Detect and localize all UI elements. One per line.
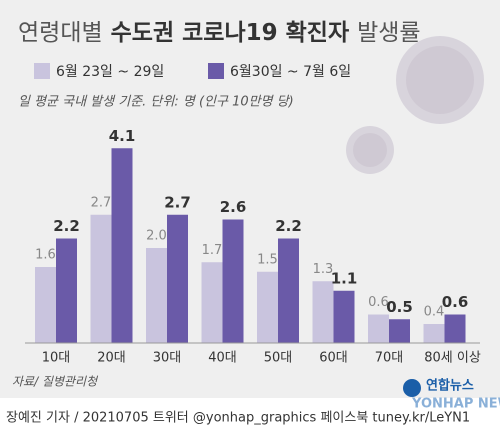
bar (257, 271, 278, 343)
chart-title: 연령대별 수도권 코로나19 확진자 발생률 (18, 20, 421, 46)
footer: 장예진 기자 / 20210705 트위터 @yonhap_graphics 페… (6, 411, 470, 426)
bar (56, 238, 77, 343)
logo-en: YONHAP NEWS (411, 397, 500, 412)
bar (333, 290, 355, 343)
x-tick-label: 40대 (208, 351, 237, 366)
value-label: 2.7 (91, 195, 112, 210)
bar (146, 248, 167, 343)
value-label: 2.2 (53, 217, 80, 235)
value-label: 2.7 (164, 193, 191, 211)
bar (312, 281, 334, 343)
bar (167, 214, 188, 343)
x-tick-label: 30대 (153, 351, 182, 366)
subtitle: 일 평균 국내 발생 기준. 단위: 명 (인구 10만명 당) (18, 95, 294, 110)
bar (111, 148, 133, 343)
bar (278, 238, 299, 343)
value-label: 4.1 (109, 127, 136, 145)
legend-label: 6월30일 ~ 7월 6일 (230, 64, 351, 80)
x-tick-label: 60대 (319, 351, 348, 366)
value-label: 0.5 (386, 298, 413, 316)
legend-swatch (34, 63, 50, 79)
value-label: 1.5 (257, 252, 278, 267)
x-tick-label: 10대 (42, 351, 71, 366)
source: 자료/ 질병관리청 (12, 375, 99, 389)
bar (444, 314, 466, 343)
footer-band (0, 398, 500, 434)
x-tick-label: 80세 이상 (424, 351, 481, 366)
virus-decoration (346, 36, 484, 174)
bar (389, 319, 410, 343)
value-label: 1.7 (202, 243, 223, 258)
logo-icon (403, 379, 421, 397)
bar (222, 219, 244, 343)
value-label: 1.6 (35, 248, 56, 263)
legend-swatch (208, 63, 224, 79)
value-label: 0.4 (424, 305, 445, 320)
bar (423, 324, 445, 343)
value-label: 0.6 (368, 295, 389, 310)
bar (201, 262, 223, 343)
bar (35, 267, 56, 343)
value-label: 2.2 (275, 217, 302, 235)
value-label: 2.0 (146, 229, 167, 244)
legend-label: 6월 23일 ~ 29일 (56, 64, 164, 80)
value-label: 1.1 (331, 269, 358, 287)
bar (90, 214, 112, 343)
value-label: 1.3 (313, 262, 334, 277)
x-tick-label: 70대 (375, 351, 404, 366)
x-tick-label: 20대 (97, 351, 126, 366)
logo: 연합뉴스 (426, 378, 474, 394)
x-tick-label: 50대 (264, 351, 293, 366)
bar (368, 314, 389, 343)
value-label: 0.6 (442, 293, 469, 311)
value-label: 2.6 (220, 198, 247, 216)
